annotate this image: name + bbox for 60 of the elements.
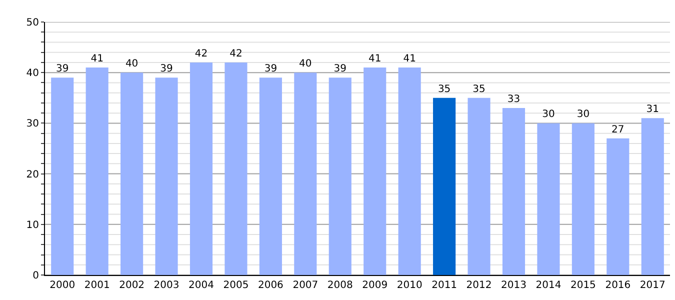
bar: [259, 78, 282, 275]
x-tick-label: 2016: [605, 280, 631, 291]
x-tick-label: 2002: [119, 280, 145, 291]
bar: [328, 78, 352, 275]
data-label: 30: [542, 109, 555, 120]
bar: [398, 68, 421, 275]
bar: [433, 98, 456, 275]
x-tick-label: 2009: [362, 280, 388, 291]
data-label: 27: [612, 124, 624, 136]
y-tick-label: 50: [26, 18, 39, 28]
y-tick-label: 20: [26, 169, 39, 180]
x-tick-label: 2017: [640, 280, 666, 291]
x-tick-label: 2005: [223, 280, 249, 291]
bar: [86, 68, 108, 275]
x-tick-label: 2000: [50, 280, 76, 291]
data-label: 41: [368, 54, 382, 65]
x-tick-label: 2006: [258, 280, 284, 291]
bar: [606, 138, 630, 275]
x-tick-label: 2014: [536, 280, 562, 291]
bar: [364, 68, 386, 275]
x-tick-label: 2011: [432, 280, 458, 291]
data-label: 42: [230, 48, 242, 60]
data-label: 39: [264, 64, 278, 75]
x-tick-label: 2012: [466, 280, 492, 291]
bar: [572, 123, 594, 275]
x-tick-label: 2010: [396, 280, 422, 291]
y-tick-label: 0: [32, 270, 39, 282]
data-label: 42: [194, 48, 208, 60]
x-tick-label: 2001: [84, 280, 110, 291]
bar: [294, 72, 317, 275]
x-tick-label: 2008: [327, 280, 353, 291]
data-label: 39: [56, 64, 69, 75]
x-tick-label: 2007: [292, 280, 318, 291]
x-tick-label: 2003: [154, 280, 180, 291]
data-label: 39: [334, 64, 346, 75]
y-tick-label: 10: [26, 220, 39, 231]
data-label: 40: [125, 58, 138, 70]
bar: [224, 62, 248, 275]
data-label: 31: [646, 104, 659, 116]
bar: [155, 78, 178, 275]
data-label: 41: [403, 54, 416, 65]
data-label: 41: [90, 54, 104, 65]
data-label: 30: [576, 109, 590, 120]
y-tick-label: 30: [26, 118, 39, 130]
data-label: 39: [160, 64, 173, 75]
bar: [537, 123, 560, 275]
x-tick-label: 2004: [188, 280, 214, 291]
bar: [190, 62, 213, 275]
data-label: 35: [438, 84, 451, 95]
y-tick-label: 40: [26, 68, 39, 80]
x-tick-label: 2015: [570, 280, 596, 291]
data-label: 40: [299, 58, 312, 70]
x-tick-label: 2013: [501, 280, 526, 291]
bar: [641, 118, 664, 275]
data-label: 33: [507, 94, 520, 106]
data-label: 35: [472, 84, 486, 95]
bar: [502, 108, 526, 275]
bar: [51, 78, 74, 275]
bar: [468, 98, 490, 275]
bar: [120, 72, 144, 275]
